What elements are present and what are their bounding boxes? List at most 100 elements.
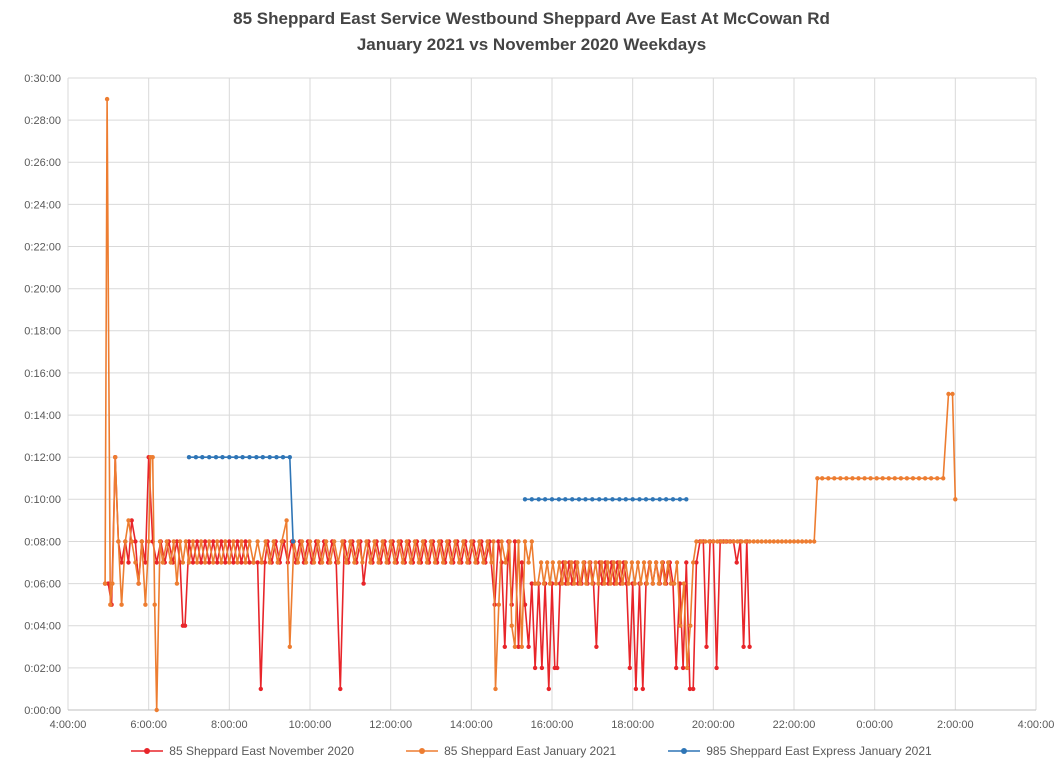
data-point-marker bbox=[186, 560, 192, 565]
data-point-marker bbox=[323, 539, 329, 544]
data-point-marker bbox=[211, 539, 216, 544]
data-point-marker bbox=[267, 560, 272, 565]
data-point-marker bbox=[659, 560, 665, 565]
data-point-marker bbox=[284, 518, 289, 523]
data-point-marker bbox=[108, 602, 113, 607]
data-point-marker bbox=[152, 602, 157, 607]
y-tick-label: 0:02:00 bbox=[24, 663, 61, 675]
legend-label: 85 Sheppard East January 2021 bbox=[444, 744, 617, 758]
data-point-marker bbox=[572, 581, 577, 586]
data-point-marker bbox=[234, 455, 239, 460]
data-point-marker bbox=[279, 539, 284, 544]
data-point-marker bbox=[608, 581, 613, 586]
data-point-marker bbox=[635, 560, 641, 565]
data-point-marker bbox=[614, 581, 619, 586]
data-point-marker bbox=[880, 476, 885, 481]
data-point-marker bbox=[714, 665, 719, 671]
data-point-marker bbox=[587, 560, 592, 565]
data-point-marker bbox=[529, 581, 534, 586]
y-axis-labels: 0:00:00 0:02:00 0:04:00 0:06:00 0:08:00 0:10:… bbox=[24, 73, 61, 717]
data-point-marker bbox=[731, 539, 736, 544]
data-point-marker bbox=[779, 539, 785, 544]
data-point-marker bbox=[691, 560, 696, 565]
data-point-marker bbox=[400, 560, 405, 565]
x-tick-label: 10:00:00 bbox=[289, 719, 332, 731]
data-point-marker bbox=[657, 497, 662, 502]
data-point-marker bbox=[280, 455, 286, 460]
legend-marker-icon bbox=[668, 748, 701, 754]
data-point-marker bbox=[160, 560, 165, 565]
data-point-marker bbox=[235, 539, 240, 544]
data-point-marker bbox=[271, 539, 276, 544]
data-point-marker bbox=[457, 560, 462, 565]
chart-title: 85 Sheppard East Service Westbound Shepp… bbox=[0, 6, 1063, 58]
data-point-marker bbox=[516, 539, 521, 544]
data-point-marker bbox=[231, 539, 236, 544]
chart-title-line2: January 2021 vs November 2020 Weekdays bbox=[356, 35, 707, 54]
data-point-marker bbox=[812, 539, 817, 544]
data-point-marker bbox=[910, 476, 916, 481]
data-point-marker bbox=[372, 539, 377, 544]
data-point-marker bbox=[653, 560, 659, 565]
data-point-marker bbox=[529, 497, 534, 502]
data-point-marker bbox=[444, 539, 450, 544]
data-point-marker bbox=[632, 581, 637, 586]
data-point-marker bbox=[133, 560, 138, 565]
data-point-marker bbox=[668, 581, 674, 586]
data-point-marker bbox=[832, 476, 837, 481]
data-point-marker bbox=[904, 476, 910, 481]
data-point-marker bbox=[116, 539, 121, 544]
data-point-marker bbox=[119, 560, 124, 565]
y-tick-label: 0:06:00 bbox=[24, 578, 61, 590]
data-point-marker bbox=[807, 539, 813, 544]
x-tick-label: 8:00:00 bbox=[211, 719, 248, 731]
data-point-marker bbox=[799, 539, 805, 544]
data-point-marker bbox=[688, 623, 693, 628]
data-point-marker bbox=[928, 476, 934, 481]
data-point-marker bbox=[396, 539, 401, 544]
data-point-marker bbox=[602, 581, 607, 586]
data-point-marker bbox=[553, 581, 559, 586]
data-point-marker bbox=[633, 686, 639, 692]
data-point-marker bbox=[666, 560, 671, 565]
data-point-marker bbox=[593, 560, 598, 565]
data-point-marker bbox=[202, 560, 208, 565]
data-point-marker bbox=[143, 560, 148, 565]
data-point-marker bbox=[223, 539, 228, 544]
data-point-marker bbox=[174, 581, 180, 586]
data-point-marker bbox=[180, 560, 186, 565]
data-point-marker bbox=[681, 581, 687, 586]
data-point-marker bbox=[699, 539, 704, 544]
data-point-marker bbox=[775, 539, 781, 544]
data-point-marker bbox=[791, 539, 797, 544]
data-point-marker bbox=[545, 560, 550, 565]
data-point-marker bbox=[219, 539, 224, 544]
data-point-marker bbox=[620, 581, 625, 586]
data-point-marker bbox=[154, 560, 159, 565]
data-point-marker bbox=[352, 560, 357, 565]
y-tick-label: 0:20:00 bbox=[24, 284, 61, 296]
data-point-marker bbox=[522, 497, 528, 502]
data-point-marker bbox=[684, 665, 690, 671]
data-point-marker bbox=[303, 560, 309, 565]
data-point-marker bbox=[650, 497, 655, 502]
y-tick-label: 0:30:00 bbox=[24, 73, 61, 85]
data-point-marker bbox=[638, 581, 643, 586]
data-point-marker bbox=[751, 539, 756, 544]
data-point-marker bbox=[747, 539, 752, 544]
data-point-marker bbox=[496, 602, 501, 607]
data-point-marker bbox=[207, 539, 212, 544]
data-point-marker bbox=[404, 539, 409, 544]
data-point-marker bbox=[941, 476, 946, 481]
data-point-marker bbox=[599, 560, 604, 565]
data-point-marker bbox=[684, 560, 689, 565]
data-point-marker bbox=[519, 560, 524, 565]
data-point-marker bbox=[502, 644, 507, 649]
data-point-marker bbox=[590, 581, 595, 586]
data-point-marker bbox=[143, 602, 148, 607]
data-point-marker bbox=[935, 476, 940, 481]
data-point-marker bbox=[644, 581, 649, 586]
data-point-marker bbox=[392, 560, 397, 565]
data-point-marker bbox=[727, 539, 732, 544]
data-point-marker bbox=[503, 560, 508, 565]
